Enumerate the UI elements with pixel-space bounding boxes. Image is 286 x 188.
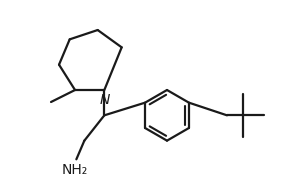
Text: N: N — [99, 93, 110, 107]
Text: NH₂: NH₂ — [62, 162, 88, 177]
